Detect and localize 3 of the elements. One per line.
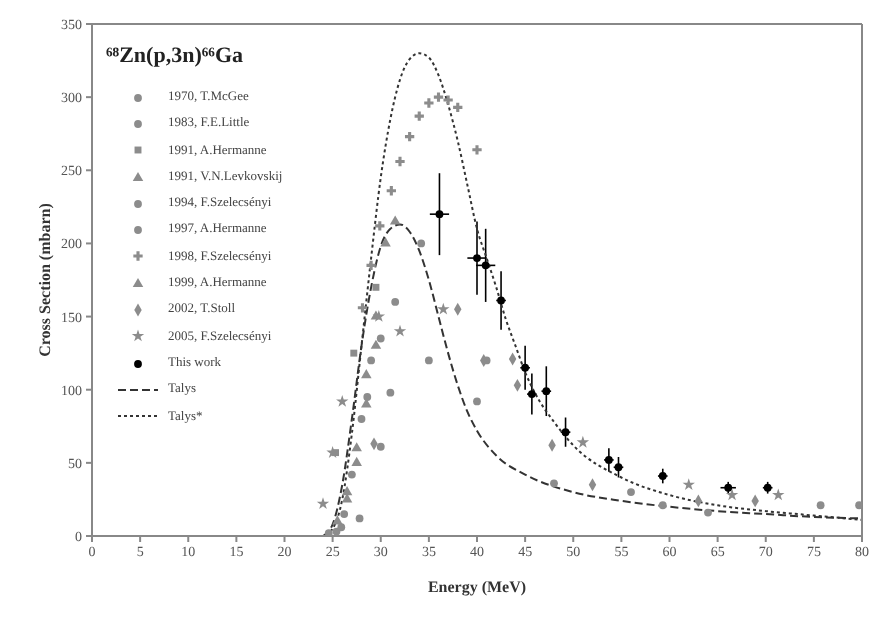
- y-axis-title: Cross Section (mbarn): [35, 202, 54, 357]
- text: ⁶⁸Zn(p,3n)⁶⁶Ga: [106, 44, 244, 68]
- x-axis-title: Energy (MeV): [427, 578, 527, 596]
